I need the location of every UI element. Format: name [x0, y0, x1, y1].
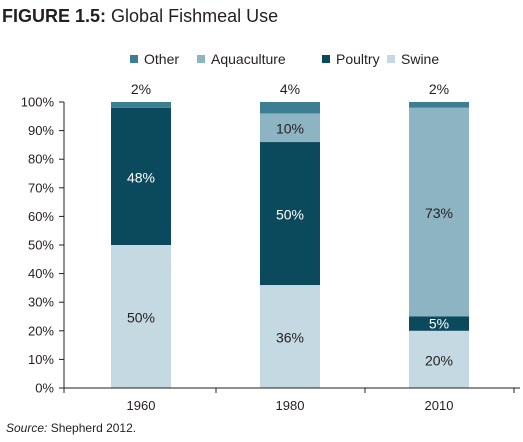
bar-segment-aquaculture-1980 — [260, 113, 320, 143]
figure-number: FIGURE 1.5: — [2, 6, 107, 26]
legend: Other Aquaculture Poultry Swine — [130, 51, 439, 67]
data-label-swine-1960: 50% — [127, 310, 155, 326]
data-label-poultry-1960: 48% — [127, 169, 155, 185]
data-label-poultry-1980: 50% — [276, 207, 304, 223]
y-tick-label: 60% — [28, 209, 54, 224]
legend-label-swine: Swine — [401, 51, 439, 67]
bars: 50% 48% 2% 36% 50% 10% 4% 20% 5% 73% 2% — [111, 81, 469, 388]
data-label-other-1980: 4% — [280, 81, 300, 97]
legend-swatch-aquaculture — [197, 55, 205, 63]
y-tick-label: 50% — [28, 238, 54, 253]
source-text: Shepherd 2012. — [47, 421, 137, 435]
bar-segment-other-1980 — [260, 102, 320, 114]
bar-segment-poultry-1980 — [260, 142, 320, 286]
bar-segment-swine-2010 — [409, 330, 469, 388]
figure-title: FIGURE 1.5: Global Fishmeal Use — [2, 6, 278, 27]
x-tick-label: 1980 — [276, 398, 305, 413]
bar-segment-aquaculture-2010 — [409, 107, 469, 317]
legend-swatch-other — [130, 55, 138, 63]
figure-name: Global Fishmeal Use — [111, 6, 279, 26]
legend-label-other: Other — [144, 51, 179, 67]
x-axis: 1960 1980 2010 — [63, 387, 520, 413]
data-label-swine-1980: 36% — [276, 330, 304, 346]
y-tick-label: 20% — [28, 323, 54, 338]
data-label-aquaculture-2010: 73% — [425, 205, 453, 221]
bar-segment-other-2010 — [409, 102, 469, 108]
source-label: Source: — [6, 421, 48, 435]
data-label-swine-2010: 20% — [425, 352, 453, 368]
bar-segment-swine-1960 — [111, 245, 171, 388]
legend-swatch-swine — [387, 55, 395, 63]
y-tick-label: 30% — [28, 295, 54, 310]
source-note: Source: Shepherd 2012. — [6, 421, 136, 435]
data-label-other-1960: 2% — [131, 81, 151, 97]
legend-swatch-poultry — [322, 55, 330, 63]
y-tick-label: 100% — [21, 95, 55, 110]
y-tick-label: 10% — [28, 352, 54, 367]
y-tick-label: 70% — [28, 180, 54, 195]
bar-segment-other-1960 — [111, 102, 171, 108]
x-tick-label: 2010 — [425, 398, 454, 413]
x-tick-label: 1960 — [127, 398, 156, 413]
bar-segment-poultry-2010 — [409, 316, 469, 331]
legend-label-poultry: Poultry — [336, 51, 380, 67]
data-label-aquaculture-1980: 10% — [276, 121, 304, 137]
y-tick-label: 90% — [28, 123, 54, 138]
y-tick-label: 40% — [28, 266, 54, 281]
y-axis: 0% 10% 20% 30% 40% 50% 60% 70% 80% 90% 100% — [21, 95, 65, 396]
bar-segment-poultry-1960 — [111, 107, 171, 245]
data-label-other-2010: 2% — [429, 81, 449, 97]
y-tick-label: 0% — [35, 381, 54, 396]
legend-label-aquaculture: Aquaculture — [211, 51, 286, 67]
data-label-poultry-2010: 5% — [429, 316, 449, 332]
stacked-bar-chart: Other Aquaculture Poultry Swine 0% 10% 20% 30%… — [21, 51, 520, 413]
y-tick-label: 80% — [28, 152, 54, 167]
bar-segment-swine-1980 — [260, 285, 320, 388]
